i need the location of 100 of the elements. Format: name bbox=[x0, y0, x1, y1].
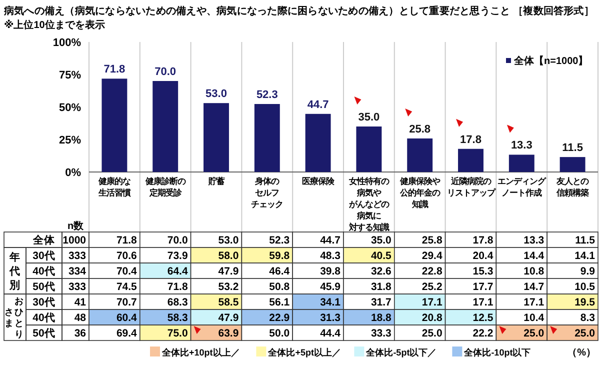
y-tick-label: 30代 bbox=[32, 296, 56, 308]
data-label: 17.1 bbox=[524, 296, 544, 308]
x-tick-label: エンディングノート作成 bbox=[498, 176, 547, 198]
data-label: 22.8 bbox=[422, 266, 442, 278]
y-tick-label: 40代 bbox=[32, 266, 56, 278]
bar bbox=[407, 138, 433, 172]
y2-tick-label: 1000 bbox=[62, 234, 86, 246]
data-label: 32.6 bbox=[370, 266, 392, 278]
data-label: 73.9 bbox=[167, 250, 188, 262]
y-tick-label: 0% bbox=[65, 167, 82, 179]
data-label: 25.2 bbox=[422, 281, 442, 293]
y2-tick-label: 41 bbox=[74, 296, 86, 308]
data-label: 34.1 bbox=[320, 296, 341, 308]
x-tick-label: 友人との信頼構築 bbox=[556, 176, 589, 198]
data-label: 9.9 bbox=[580, 266, 596, 278]
x-tick-label: 身体のセルフチェック bbox=[251, 176, 284, 209]
data-label: 53.0 bbox=[218, 234, 239, 246]
data-label: 70.0 bbox=[167, 234, 188, 246]
y2-tick-label: 333 bbox=[68, 250, 86, 262]
y-tick-label: 75% bbox=[58, 70, 82, 82]
data-label: 53.2 bbox=[218, 281, 239, 293]
y-tick-label: 50% bbox=[58, 102, 82, 114]
data-label: 14.4 bbox=[524, 250, 544, 262]
y-tick-label: 50代 bbox=[32, 328, 56, 340]
data-label: 10.4 bbox=[524, 312, 544, 324]
bar bbox=[254, 104, 280, 172]
data-label: 44.7 bbox=[307, 98, 329, 111]
data-label: 47.9 bbox=[218, 266, 239, 278]
data-label: 68.3 bbox=[167, 296, 188, 308]
data-label: 25.0 bbox=[524, 328, 544, 340]
y2-tick-label: 334 bbox=[68, 266, 86, 278]
data-label: 17.8 bbox=[472, 234, 494, 246]
data-label: 39.8 bbox=[320, 266, 341, 278]
x-tick-label: 貯蓄 bbox=[207, 176, 224, 186]
data-label: 14.7 bbox=[524, 281, 544, 293]
data-label: 75.0 bbox=[167, 328, 188, 340]
data-label: 70.0 bbox=[154, 66, 176, 78]
y2-tick-label: 48 bbox=[74, 312, 86, 324]
data-label: 52.3 bbox=[256, 89, 278, 102]
data-label: 31.8 bbox=[370, 281, 392, 293]
text: （%） bbox=[567, 348, 596, 358]
data-label: 13.3 bbox=[510, 140, 532, 152]
bar bbox=[560, 157, 586, 172]
data-label: 13.3 bbox=[524, 234, 544, 246]
x-tick-label: 健康診断の定期受診 bbox=[144, 176, 186, 198]
data-label: 22.9 bbox=[269, 312, 290, 324]
y-tick-label: 100% bbox=[52, 37, 82, 49]
data-label: 52.3 bbox=[269, 234, 290, 246]
data-label: 8.3 bbox=[580, 312, 596, 324]
data-label: 69.4 bbox=[116, 328, 138, 340]
data-label: 10.5 bbox=[574, 281, 596, 293]
data-label: 71.8 bbox=[104, 64, 126, 76]
data-label: 15.3 bbox=[472, 266, 494, 278]
y2-tick-label: 36 bbox=[74, 328, 86, 340]
data-label: 17.1 bbox=[472, 296, 494, 308]
bar bbox=[356, 126, 382, 172]
bar bbox=[508, 154, 534, 172]
y-tick-label: 50代 bbox=[32, 281, 56, 293]
data-label: 58.0 bbox=[218, 250, 239, 262]
x-tick-label: 健康保険や公的年金の知識 bbox=[398, 176, 440, 209]
bar bbox=[204, 103, 229, 172]
data-label: 46.4 bbox=[269, 266, 290, 278]
bar bbox=[305, 114, 331, 172]
data-label: 20.8 bbox=[422, 312, 442, 324]
data-label: 71.8 bbox=[167, 281, 188, 293]
data-label: 19.5 bbox=[574, 296, 596, 308]
data-label: 56.1 bbox=[269, 296, 290, 308]
data-label: 11.5 bbox=[562, 142, 583, 154]
data-label: 40.5 bbox=[370, 250, 392, 262]
data-label: 70.6 bbox=[116, 250, 138, 262]
data-label: 50.0 bbox=[269, 328, 290, 340]
data-label: 74.5 bbox=[116, 281, 138, 293]
data-label: 33.3 bbox=[370, 328, 392, 340]
text: 全体比+10pt以上／ bbox=[161, 348, 240, 358]
text: n数 bbox=[67, 220, 85, 232]
text: おひとりさま bbox=[4, 296, 24, 339]
data-label: 70.4 bbox=[116, 266, 138, 278]
text: 全体比+5pt以上／ bbox=[267, 348, 341, 358]
y-tick-label: 25% bbox=[58, 134, 82, 146]
bar bbox=[458, 148, 484, 172]
x-tick-label: 健康的な生活習慣 bbox=[97, 176, 130, 198]
data-label: 31.3 bbox=[320, 312, 341, 324]
data-label: 48.3 bbox=[320, 250, 341, 262]
data-label: 44.7 bbox=[320, 234, 341, 246]
data-label: 14.1 bbox=[574, 250, 596, 262]
data-label: 25.8 bbox=[422, 234, 442, 246]
chart-subtitle: ※上位10位までを表示 bbox=[4, 19, 105, 31]
data-label: 53.0 bbox=[206, 88, 227, 100]
data-label: 63.9 bbox=[218, 328, 239, 340]
data-label: 29.4 bbox=[422, 250, 442, 262]
data-label: 45.9 bbox=[320, 281, 341, 293]
data-label: 60.4 bbox=[116, 312, 138, 324]
data-label: 10.8 bbox=[524, 266, 544, 278]
data-label: 25.0 bbox=[574, 328, 596, 340]
chart-title: 病気への備え（病気にならないための備えや、病気になった際に困らないための備え）として重要だと思うこと ［複数回答形式］ bbox=[2, 5, 594, 17]
x-tick-label: 女性特有の病気やがんなどの病気に対する知識 bbox=[348, 176, 389, 232]
text: 全体比-10pt以下 bbox=[463, 348, 531, 358]
data-label: 25.8 bbox=[409, 123, 431, 136]
data-label: 35.0 bbox=[370, 234, 392, 246]
y-tick-label: 40代 bbox=[32, 312, 56, 324]
